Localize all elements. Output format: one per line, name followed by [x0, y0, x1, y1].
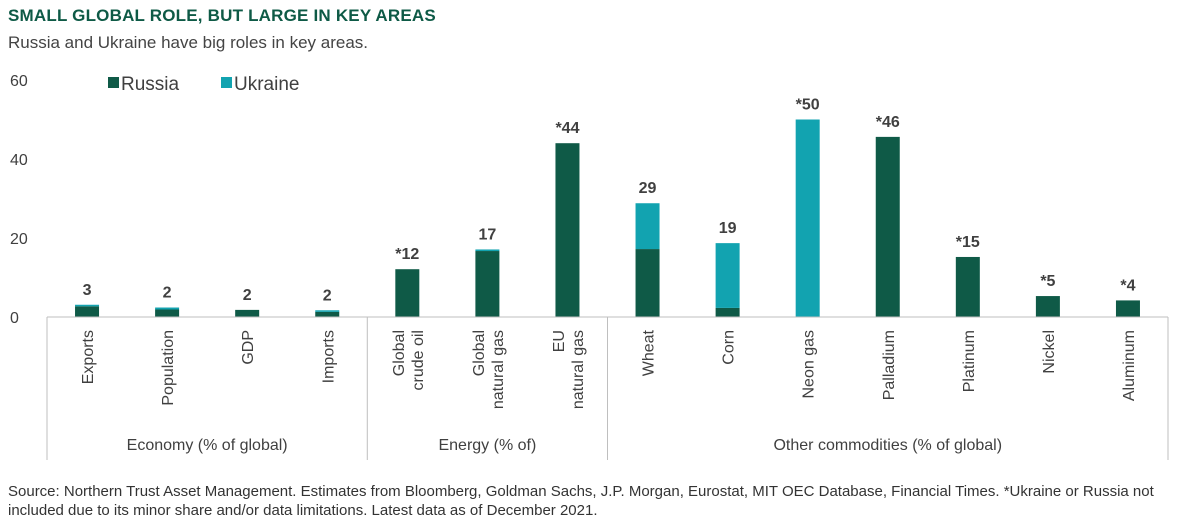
- legend-swatch-russia: [108, 77, 119, 88]
- bar-ukraine: [795, 119, 820, 317]
- data-label: 29: [639, 180, 657, 197]
- y-tick-label: 0: [10, 310, 19, 327]
- category-label: Imports: [320, 330, 337, 383]
- bar-ukraine: [635, 203, 660, 250]
- group-label: Other commodities (% of global): [773, 437, 1002, 454]
- category-label: Nickel: [1041, 330, 1058, 374]
- bar-russia: [315, 311, 340, 317]
- bar-russia: [155, 309, 180, 317]
- data-label: *4: [1120, 277, 1135, 294]
- category-label: Global crude oil: [391, 330, 427, 390]
- bar-russia: [235, 309, 260, 317]
- y-tick-label: 20: [10, 231, 28, 248]
- category-label: EU natural gas: [551, 330, 587, 409]
- category-label: Corn: [721, 330, 738, 365]
- category-label: Exports: [80, 330, 97, 384]
- bar-ukraine: [75, 304, 100, 307]
- category-label: Global natural gas: [471, 330, 507, 409]
- source-note: Source: Northern Trust Asset Management.…: [8, 483, 1154, 519]
- bar-russia: [875, 136, 900, 317]
- data-label: *46: [876, 114, 900, 131]
- data-label: *12: [395, 246, 419, 263]
- category-label: Aluminum: [1121, 330, 1138, 401]
- chart-title: SMALL GLOBAL ROLE, BUT LARGE IN KEY AREA…: [8, 6, 436, 25]
- data-label: *5: [1040, 273, 1055, 290]
- data-label: *50: [796, 97, 820, 114]
- bar-russia: [715, 307, 740, 317]
- bar-russia: [635, 249, 660, 317]
- bar-ukraine: [315, 310, 340, 312]
- data-label: *15: [956, 234, 980, 251]
- bar-ukraine: [155, 307, 180, 310]
- bar-ukraine: [475, 249, 500, 252]
- category-label: Population: [160, 330, 177, 406]
- y-tick-label: 40: [10, 152, 28, 169]
- bar-russia: [1035, 296, 1060, 317]
- category-label: Wheat: [641, 329, 658, 376]
- bar-russia: [1115, 300, 1140, 317]
- bar-russia: [955, 256, 980, 317]
- bar-ukraine: [715, 243, 740, 308]
- legend-label-ukraine: Ukraine: [234, 74, 299, 95]
- data-label: 2: [323, 287, 332, 304]
- y-tick-label: 60: [10, 73, 28, 90]
- group-label: Economy (% of global): [127, 437, 288, 454]
- data-label: 2: [163, 285, 172, 302]
- legend-label-russia: Russia: [121, 74, 180, 95]
- category-label: Neon gas: [801, 330, 818, 399]
- category-label: Palladium: [881, 330, 898, 400]
- bar-russia: [75, 306, 100, 317]
- bar-russia: [475, 251, 500, 317]
- data-label: 17: [478, 226, 496, 243]
- data-label: *44: [555, 120, 579, 137]
- data-label: 19: [719, 220, 737, 237]
- legend-swatch-ukraine: [221, 77, 232, 88]
- chart-subtitle: Russia and Ukraine have big roles in key…: [8, 33, 369, 52]
- data-label: 2: [243, 287, 252, 304]
- category-label: Platinum: [961, 330, 978, 392]
- bar-chart: 3 2 2 2 *12 17 *44 29 19 *50 *46 *15 *5 *4 0 20 40 60 Eco…: [10, 73, 1169, 460]
- data-label: 3: [83, 282, 92, 299]
- category-label: GDP: [240, 330, 257, 365]
- bar-russia: [555, 143, 580, 317]
- group-label: Energy (% of): [438, 437, 536, 454]
- bar-russia: [395, 269, 420, 317]
